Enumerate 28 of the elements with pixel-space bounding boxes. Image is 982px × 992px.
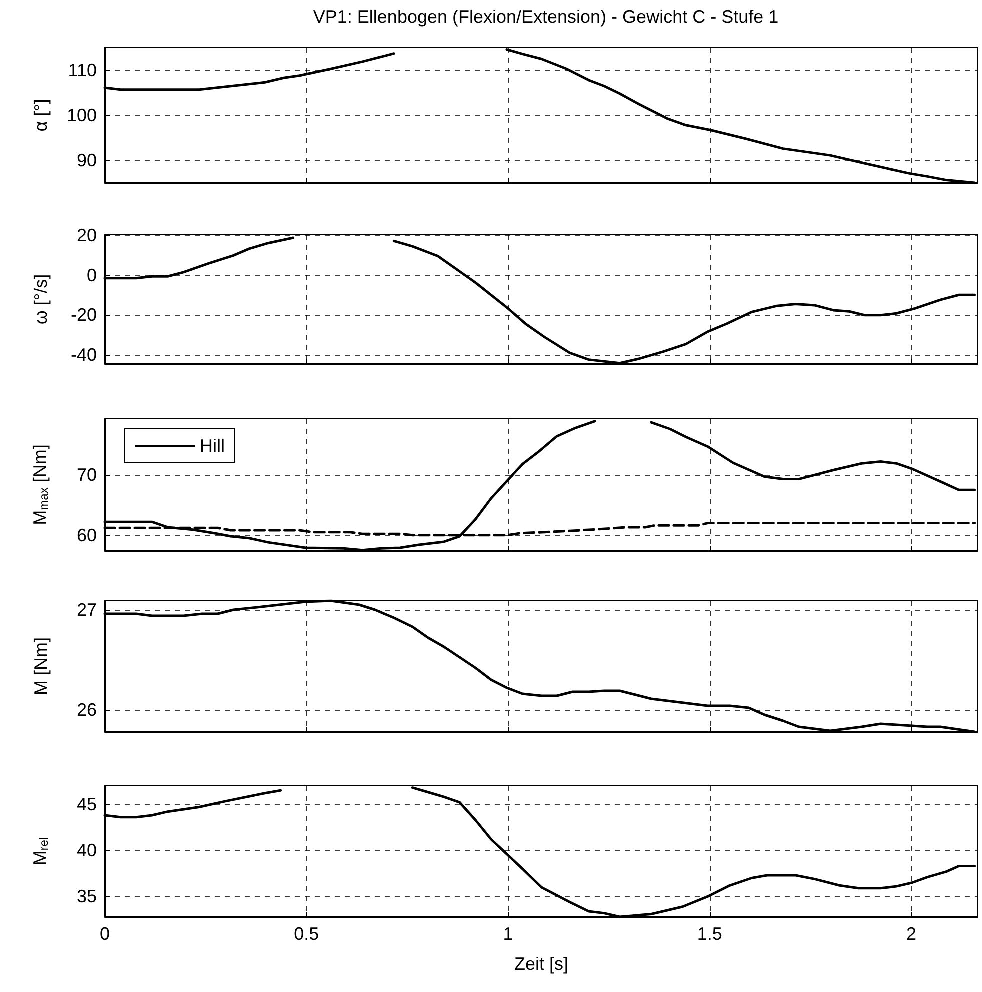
x-axis-title: Zeit [s] [514, 954, 569, 974]
y-axis-title: α [°] [31, 99, 51, 132]
y-tick-label: 90 [76, 150, 97, 170]
y-tick-label: 27 [76, 600, 97, 620]
y-tick-label: 40 [76, 840, 97, 861]
x-tick-label: 2 [906, 924, 916, 944]
y-axis-title: ω [°/s] [31, 274, 51, 325]
legend-label: Hill [200, 436, 225, 456]
y-tick-label: 26 [76, 700, 97, 720]
y-tick-label: 45 [76, 794, 97, 814]
line-series [104, 600, 976, 734]
y-axis-title: Mmax [Nm] [30, 444, 51, 526]
y-axis-title: Mrel [30, 837, 51, 866]
y-tick-label: 20 [76, 226, 97, 246]
y-tick-label: 110 [68, 60, 97, 80]
x-tick-label: 0.5 [294, 924, 320, 944]
chart-title: VP1: Ellenbogen (Flexion/Extension) - Gewicht C - Stufe 1 [313, 7, 779, 27]
y-tick-label: 0 [86, 265, 97, 286]
x-tick-label: 0 [100, 924, 110, 944]
y-tick-label: 70 [76, 465, 97, 486]
x-tick-label: 1 [503, 924, 514, 944]
y-tick-label: -20 [70, 305, 97, 326]
y-tick-label: -40 [70, 345, 97, 366]
x-tick-label: 1.5 [697, 924, 722, 944]
y-tick-label: 60 [76, 525, 97, 546]
y-tick-label: 35 [76, 886, 97, 907]
y-tick-label: 100 [66, 106, 97, 126]
y-axis-title: M [Nm] [31, 638, 51, 696]
